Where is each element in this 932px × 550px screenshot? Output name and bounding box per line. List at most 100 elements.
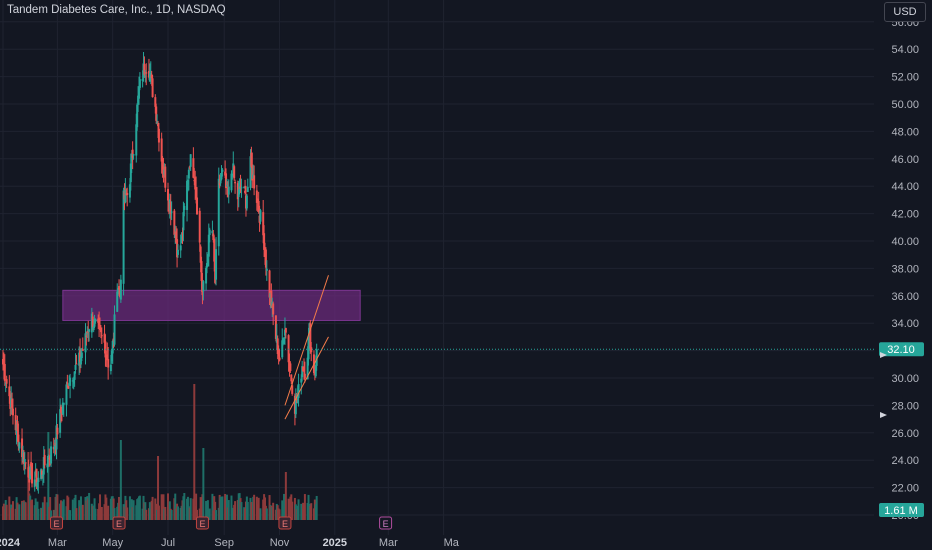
candle-body [107,359,110,368]
candle-body [100,335,103,337]
candle-body [295,398,298,400]
candle-body [29,466,32,480]
candle-body [33,479,36,488]
volume-bar [234,501,237,520]
time-tick-label: Ma [444,537,460,549]
candle-body [122,190,125,284]
volume-bar [284,472,287,520]
channel-lower-line[interactable] [284,336,329,420]
candles [2,52,318,494]
candle-body [129,163,132,183]
candle-body [5,379,8,384]
price-tick-label: 26.00 [891,428,919,440]
volume-bar [56,494,59,520]
candle-body [148,73,151,82]
candle-body [233,166,236,179]
earnings-marker-label: E [199,519,205,529]
candle-body [227,186,230,195]
candle-body [238,186,241,192]
candle-body [287,335,290,363]
candle-body [207,234,210,257]
candle-body [231,173,234,176]
candle-body [206,259,209,267]
candle-body [79,350,82,362]
time-tick-label: Jul [161,537,175,549]
earnings-marker: E [49,516,63,530]
resistance-zone[interactable] [62,289,361,321]
candle-body [149,72,152,75]
candle-body [94,319,97,322]
price-tick-label: 44.00 [891,181,919,193]
candle-body [55,425,58,450]
candle-body [141,79,144,81]
candle-body [126,192,129,196]
candle-body [135,124,138,156]
candle-body [56,427,59,435]
candle-body [59,409,62,433]
candle-body [315,349,318,366]
candle-body [257,200,260,212]
earnings-marker: E [379,516,393,530]
candle-body [306,357,309,380]
candle-body [256,199,259,203]
currency-button[interactable]: USD [884,2,926,22]
volume-bar [215,510,218,520]
candle-body [151,78,154,98]
chart-title: Tandem Diabetes Care, Inc., 1D, NASDAQ [7,4,226,16]
price-axis[interactable]: 56.0054.0052.0050.0048.0046.0044.0042.00… [891,17,919,522]
candle-body [192,158,195,178]
candle-body [14,415,17,431]
channel-upper-line[interactable] [284,275,329,406]
candle-body [183,206,186,210]
candle-body [243,187,246,189]
candle-body [118,286,121,290]
candle-body [314,365,317,377]
candle-body [11,408,14,416]
candle-body [278,357,281,361]
candle-body [205,267,208,284]
earnings-marker-label: E [383,519,389,529]
candle-body [35,468,38,486]
candle-body [111,340,114,354]
volume-bar [24,502,27,520]
candle-body [92,326,95,331]
candle-body [309,323,312,351]
volume-bar [119,440,122,520]
volume-bar [246,501,249,520]
price-tick-label: 54.00 [891,44,919,56]
time-tick-label: Nov [270,537,290,549]
volume-bar [11,501,14,520]
candle-body [249,156,252,188]
candle-body [137,95,140,103]
volume-bar [81,504,84,520]
candle-body [113,314,116,345]
candle-body [301,366,304,378]
price-tick-label: 42.00 [891,209,919,221]
candle-body [274,315,277,339]
candle-body [137,87,140,99]
scroll-marker-icon [880,412,887,418]
candle-body [24,462,27,464]
volume-bar [27,452,30,520]
candle-body [200,261,203,282]
time-tick-label: 2025 [323,537,347,549]
volume-bar [43,496,46,520]
candle-body [284,328,287,333]
volume-bar [151,496,154,520]
candle-body [265,268,268,271]
earnings-marker: E [278,516,292,530]
candle-body [212,233,215,241]
candle-body [173,210,176,235]
candle-body [37,477,40,483]
earnings-marker: E [195,516,209,530]
time-axis[interactable]: 2024 Mar May Jul Sep Nov 2025 Mar Ma [0,537,460,549]
candle-body [297,384,300,399]
time-tick-label: Mar [379,537,398,549]
candle-body [307,335,310,360]
candle-body [300,378,303,383]
candle-body [199,246,202,263]
candle-body [40,470,43,475]
candle-body [302,368,305,370]
